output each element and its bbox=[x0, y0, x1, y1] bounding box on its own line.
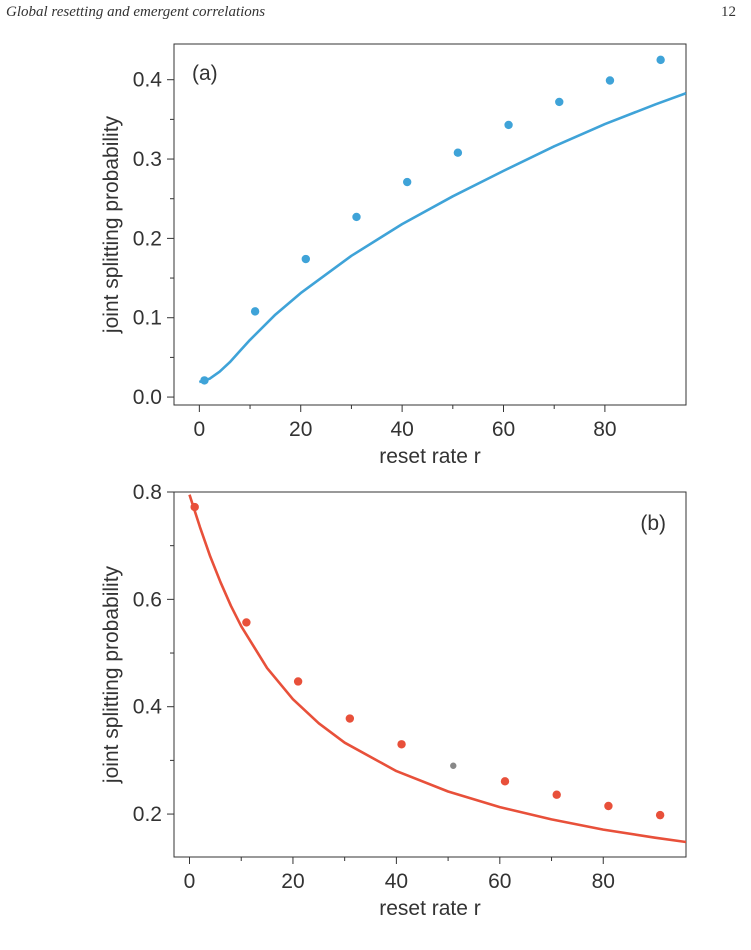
x-axis-label: reset rate r bbox=[379, 445, 481, 468]
data-point bbox=[552, 790, 561, 799]
x-tick-label: 20 bbox=[289, 418, 312, 441]
y-tick-label: 0.8 bbox=[133, 481, 162, 504]
x-tick-label: 80 bbox=[592, 870, 615, 893]
plot-frame bbox=[173, 43, 687, 406]
data-point bbox=[345, 714, 355, 723]
page-number: 12 bbox=[721, 4, 736, 20]
data-point bbox=[605, 76, 615, 85]
data-point bbox=[190, 502, 199, 512]
data-point bbox=[293, 677, 303, 686]
x-tick-label: 80 bbox=[593, 418, 616, 441]
running-head-title: Global resetting and emergent correlatio… bbox=[6, 4, 266, 20]
data-point bbox=[555, 97, 564, 107]
plot-frame bbox=[173, 491, 687, 858]
y-tick-label: 0.3 bbox=[133, 148, 162, 171]
data-point bbox=[242, 618, 251, 627]
running-head: Global resetting and emergent correlatio… bbox=[6, 4, 736, 28]
x-tick-label: 40 bbox=[390, 418, 413, 441]
data-point bbox=[504, 120, 513, 130]
data-point bbox=[352, 212, 361, 222]
data-point bbox=[604, 801, 613, 811]
data-point bbox=[656, 55, 665, 65]
y-axis-label: joint splitting probability bbox=[100, 115, 123, 334]
data-point bbox=[200, 376, 209, 385]
y-tick-label: 0.0 bbox=[133, 386, 162, 409]
theory-curve bbox=[198, 91, 686, 384]
panel-label: (b) bbox=[640, 512, 666, 535]
data-point bbox=[301, 254, 311, 264]
data-point bbox=[450, 762, 457, 769]
data-point bbox=[655, 810, 665, 820]
data-point bbox=[250, 307, 260, 316]
y-axis-label: joint splitting probability bbox=[100, 565, 123, 784]
y-tick-label: 0.6 bbox=[133, 588, 162, 611]
data-point bbox=[453, 148, 463, 157]
x-axis-label: reset rate r bbox=[379, 897, 481, 920]
data-point bbox=[402, 177, 412, 187]
chart-panel-b: 0 20 40 60 80 0.2 0.4 0.6 0.8 reset rate r joint s… bbox=[100, 481, 687, 920]
data-point bbox=[397, 740, 406, 749]
y-tick-label: 0.4 bbox=[133, 69, 163, 92]
chart-panel-a: 0 20 40 60 80 0.0 0.1 0.2 0.3 0.4 reset rate r join… bbox=[100, 43, 687, 468]
x-tick-label: 60 bbox=[488, 870, 511, 893]
x-tick-label: 60 bbox=[492, 418, 515, 441]
theory-curve bbox=[188, 494, 686, 844]
y-tick-label: 0.1 bbox=[133, 307, 162, 330]
x-tick-label: 40 bbox=[385, 870, 408, 893]
y-tick-label: 0.2 bbox=[133, 803, 162, 826]
x-tick-label: 0 bbox=[184, 870, 196, 893]
x-tick-label: 20 bbox=[281, 870, 304, 893]
y-tick-label: 0.4 bbox=[133, 696, 163, 719]
panel-label: (a) bbox=[192, 62, 218, 85]
x-tick-label: 0 bbox=[194, 418, 206, 441]
y-tick-label: 0.2 bbox=[133, 227, 162, 250]
data-point bbox=[500, 777, 510, 786]
